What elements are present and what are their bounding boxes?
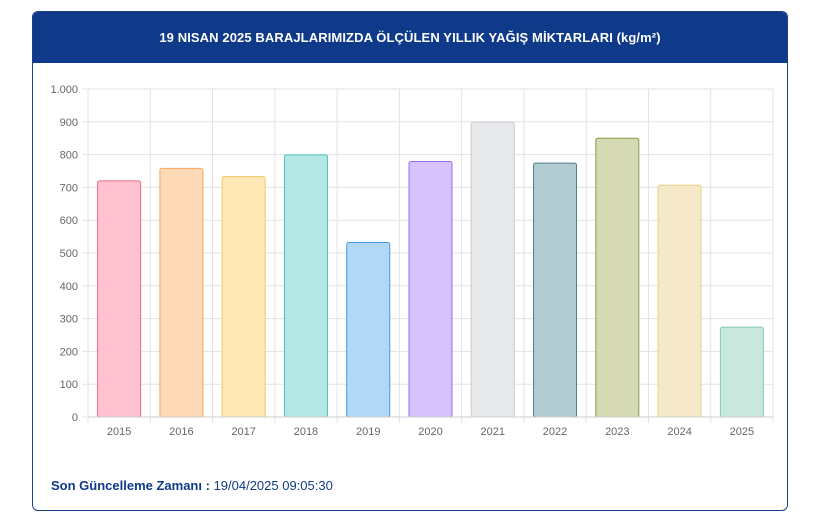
x-tick-label: 2025: [730, 426, 754, 438]
last-updated-value: 19/04/2025 09:05:30: [213, 478, 333, 493]
chart-card: 19 NISAN 2025 BARAJLARIMIZDA ÖLÇÜLEN YIL…: [32, 11, 788, 511]
y-tick-label: 1.000: [50, 84, 78, 96]
bar-2020[interactable]: [408, 160, 453, 418]
y-tick-label: 800: [60, 150, 78, 162]
y-tick-label: 500: [60, 248, 78, 260]
x-tick-label: 2019: [356, 426, 380, 438]
last-updated: Son Güncelleme Zamanı : 19/04/2025 09:05…: [51, 478, 333, 493]
bar-2021[interactable]: [470, 121, 515, 418]
x-tick-label: 2020: [418, 426, 442, 438]
x-tick-label: 2022: [543, 426, 567, 438]
bar-2022[interactable]: [533, 162, 578, 418]
x-tick-label: 2016: [169, 426, 193, 438]
x-tick-label: 2015: [107, 426, 131, 438]
last-updated-label: Son Güncelleme Zamanı :: [51, 478, 210, 493]
chart-title: 19 NISAN 2025 BARAJLARIMIZDA ÖLÇÜLEN YIL…: [33, 12, 787, 63]
x-tick-label: 2024: [667, 426, 691, 438]
bar-2015[interactable]: [97, 180, 142, 418]
y-tick-label: 600: [60, 215, 78, 227]
y-tick-label: 100: [60, 379, 78, 391]
bar-chart-svg: 0 100 200 300 400 500 600 700 800 900 1.000 2015 201…: [50, 84, 774, 438]
x-tick-label: 2023: [605, 426, 629, 438]
y-tick-label: 0: [72, 412, 78, 424]
y-tick-label: 300: [60, 314, 78, 326]
bar-2024[interactable]: [657, 184, 702, 418]
y-tick-label: 900: [60, 117, 78, 129]
y-tick-label: 200: [60, 346, 78, 358]
bar-2016[interactable]: [159, 167, 204, 418]
y-tick-label: 700: [60, 182, 78, 194]
bar-2025[interactable]: [719, 326, 764, 418]
bar-chart: 0 100 200 300 400 500 600 700 800 900 1.000 2015 201…: [33, 76, 787, 456]
bar-2018[interactable]: [283, 154, 328, 418]
y-tick-label: 400: [60, 281, 78, 293]
x-tick-label: 2017: [231, 426, 255, 438]
x-tick-label: 2021: [481, 426, 505, 438]
bar-2019[interactable]: [346, 242, 391, 418]
x-tick-label: 2018: [294, 426, 318, 438]
bar-2023[interactable]: [595, 137, 640, 418]
bar-2017[interactable]: [221, 176, 266, 418]
